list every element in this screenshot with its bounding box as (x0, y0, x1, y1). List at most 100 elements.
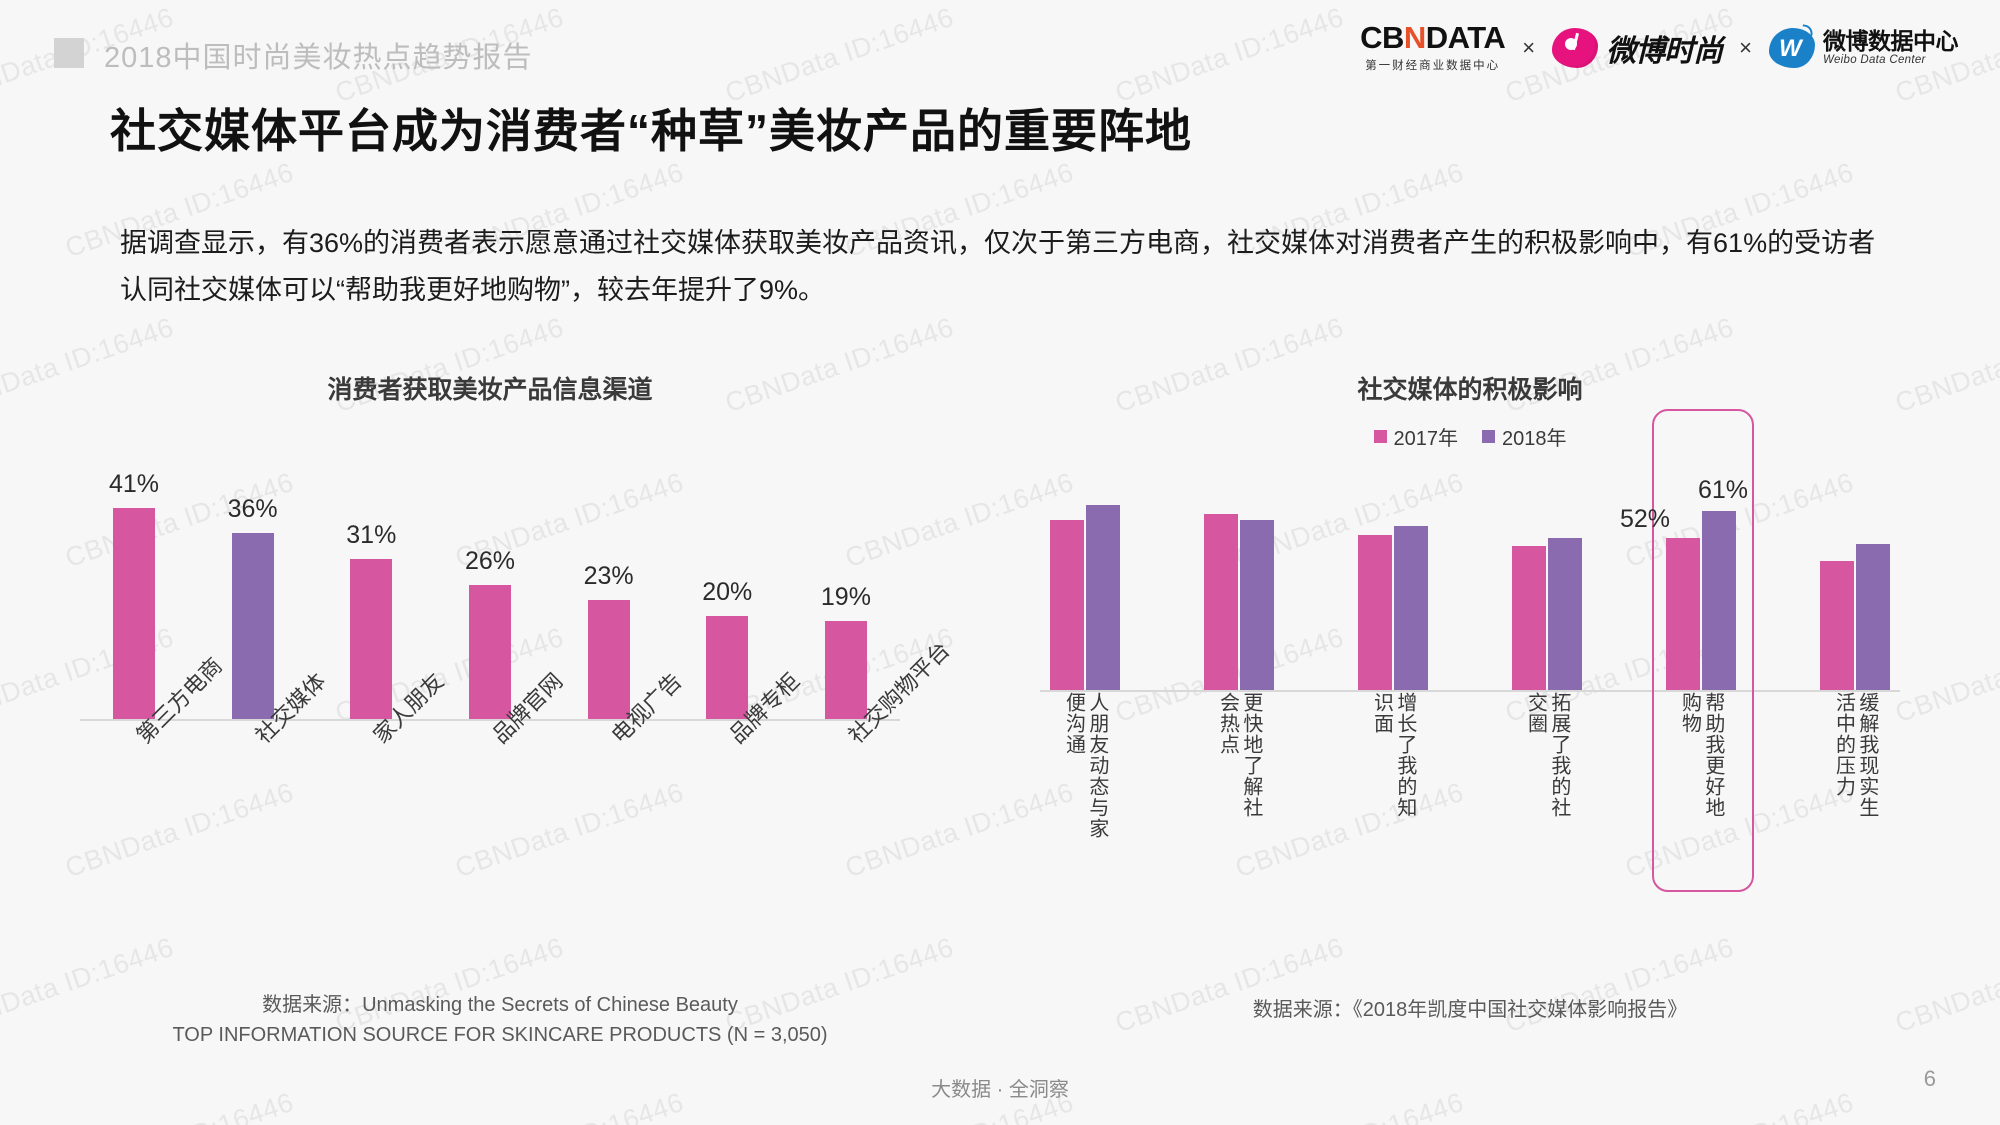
bar-group: 36% (221, 441, 285, 719)
xaxis-label: 帮助我更好地 (1701, 692, 1724, 818)
page-title: 社交媒体平台成为消费者“种草”美妆产品的重要阵地 (110, 105, 1192, 157)
bar-group: 19% (814, 441, 878, 719)
bar-group (1512, 467, 1582, 690)
chart-right-plot: 52% 61% (1040, 409, 1900, 892)
source-left-line1: 数据来源：Unmasking the Secrets of Chinese Be… (262, 994, 738, 1016)
weibo-data-cn: 微博数据中心 (1823, 28, 1959, 55)
legend-swatch (1482, 430, 1495, 443)
chart-social-media-impact: 社交媒体的积极影响 2017年 2018年 52% 61% 便沟通 人朋友动态与家 会热… (1040, 370, 1900, 892)
xaxis-label: 购物 (1678, 692, 1701, 734)
weibo-data-wordmark: 微博数据中心 Weibo Data Center (1823, 28, 1959, 66)
cbndata-wordmark: CB N DATA (1360, 20, 1506, 55)
bar (1086, 505, 1120, 690)
xaxis-label-group: 活中的压力 缓解我现实生 (1820, 692, 1890, 892)
xaxis-label-group: 识面 增长了我的知 (1358, 692, 1428, 892)
bar (1548, 538, 1582, 690)
bar-group (1358, 467, 1428, 690)
chart-right-title: 社交媒体的积极影响 (1357, 376, 1583, 404)
page-number: 6 (1923, 1066, 1936, 1091)
chart-right-xaxis-labels: 便沟通 人朋友动态与家 会热点 更快地了解社 识面 增长了我的知 交圈 拓展了我的社 购物 帮助我… (1040, 692, 1900, 892)
bar (824, 621, 867, 719)
report-name: 2018中国时尚美妆热点趋势报告 (104, 42, 533, 74)
xaxis-label: 拓展了我的社 (1547, 692, 1570, 818)
legend-item: 2018年 (1482, 422, 1567, 451)
bar (706, 616, 749, 719)
xaxis-label-wrap: 社交购物平台 (814, 637, 954, 896)
bar-value-label: 23% (583, 562, 634, 590)
bar-value-label: 19% (820, 583, 871, 611)
legend-label: 2018年 (1502, 428, 1567, 450)
chart-left-title: 消费者获取美妆产品信息渠道 (327, 376, 653, 404)
xaxis-label-wrap: 品牌专柜 (695, 668, 805, 896)
weibo-fashion-wordmark: 微博时尚 (1606, 34, 1723, 68)
weibo-data-icon: W (1769, 23, 1815, 68)
bar (1820, 561, 1854, 690)
bar-value-label: 20% (702, 578, 753, 606)
bar-group: 41% (102, 441, 166, 719)
bar (587, 600, 630, 719)
legend-item: 2017年 (1373, 422, 1459, 451)
xaxis-label: 更快地了解社 (1239, 692, 1262, 818)
bar (113, 508, 155, 719)
bar-group: 52% 61% (1620, 467, 1748, 690)
xaxis-label-wrap: 第三方电商 (102, 653, 227, 896)
xaxis-label: 识面 (1370, 692, 1393, 734)
chart-information-channels: 消费者获取美妆产品信息渠道 41% 36% 31% 26% 23% 20% 19% 第三方电… (80, 370, 955, 896)
bar-value-label: 61% (1698, 476, 1749, 504)
watermark-text: CBNData ID:16446 (1891, 622, 2000, 729)
bar (1394, 526, 1428, 690)
bar (1358, 535, 1392, 690)
bar (1702, 511, 1736, 690)
intro-paragraph: 据调查显示，有36%的消费者表示愿意通过社交媒体获取美妆产品资讯，仅次于第三方电… (120, 228, 1876, 306)
logo-group: CB N DATA 第一财经商业数据中心 × 微博时尚 × W 微博数据中心 Wei… (1360, 22, 1958, 73)
xaxis-label-group: 购物 帮助我更好地 (1666, 692, 1736, 892)
bar (1204, 514, 1238, 690)
xaxis-label: 交圈 (1524, 692, 1547, 734)
bar (1512, 546, 1546, 690)
watermark-text: CBNData ID:16446 (1891, 932, 2000, 1039)
header-square-icon (54, 38, 84, 68)
times-separator-1: × (1522, 34, 1536, 60)
weibo-data-en: Weibo Data Center (1823, 53, 1926, 66)
bar (350, 559, 393, 719)
footer-note: 大数据 · 全洞察 (931, 1079, 1069, 1101)
watermark-text: CBNData ID:16446 (1891, 312, 2000, 419)
weibo-fashion-icon (1552, 27, 1599, 68)
bar-group (1820, 467, 1890, 690)
bar (1856, 544, 1890, 690)
xaxis-label-group: 会热点 更快地了解社 (1204, 692, 1274, 892)
weibo-data-center-logo: W 微博数据中心 Weibo Data Center (1769, 23, 1959, 68)
source-right: 数据来源：《2018年凯度中国社交媒体影响报告》 (1252, 999, 1688, 1021)
xaxis-label-wrap: 品牌官网 (458, 668, 568, 896)
legend-label: 2017年 (1393, 428, 1459, 450)
bar-group: 23% (577, 441, 641, 719)
bar-value-label: 36% (227, 495, 278, 523)
source-left: 数据来源：Unmasking the Secrets of Chinese Be… (90, 990, 910, 1050)
xaxis-label-wrap: 电视广告 (577, 668, 686, 896)
bar-group: 20% (695, 441, 759, 719)
legend-swatch (1373, 430, 1387, 443)
bar-value-label: 52% (1620, 505, 1671, 533)
chart-right-legend: 2017年 2018年 (1040, 422, 1900, 451)
bar-group (1204, 467, 1274, 690)
xaxis-label: 会热点 (1216, 692, 1239, 755)
page-header: 2018中国时尚美妆热点趋势报告 CB N DATA 第一财经商业数据中心 × 微博… (0, 0, 2000, 92)
source-left-line2: TOP INFORMATION SOURCE FOR SKINCARE PROD… (172, 1024, 828, 1046)
bar-value-label: 41% (108, 470, 160, 498)
xaxis-label: 便沟通 (1062, 692, 1085, 755)
xaxis-label: 缓解我现实生 (1855, 692, 1878, 818)
chart-left-xaxis-labels: 第三方电商 社交媒体 家人朋友 品牌官网 电视广告 品牌专柜 社交购物平台 (80, 637, 955, 896)
cbndata-subtitle: 第一财经商业数据中心 (1365, 60, 1501, 72)
weibo-fashion-logo: 微博时尚 (1552, 26, 1723, 70)
xaxis-label: 活中的压力 (1832, 692, 1855, 797)
bar-group (1050, 467, 1120, 690)
chart-left-plot: 41% 36% 31% 26% 23% 20% 19% (80, 441, 900, 721)
bar-value-label: 31% (346, 521, 397, 549)
cbndata-logo: CB N DATA 第一财经商业数据中心 (1360, 20, 1506, 73)
bar (468, 585, 511, 719)
bar (1666, 538, 1700, 690)
xaxis-label: 人朋友动态与家 (1085, 692, 1108, 839)
bar-value-label: 26% (464, 547, 515, 575)
bar (1240, 520, 1274, 690)
bar (1050, 520, 1084, 690)
